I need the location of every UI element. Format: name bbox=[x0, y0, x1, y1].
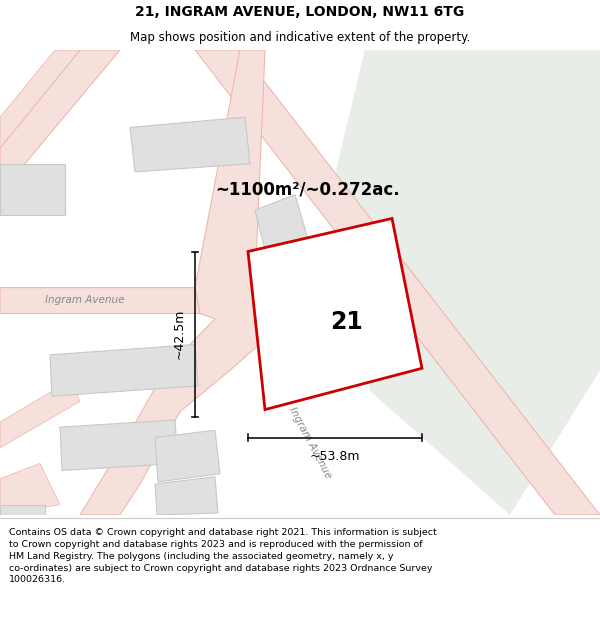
Polygon shape bbox=[130, 117, 250, 172]
Text: Contains OS data © Crown copyright and database right 2021. This information is : Contains OS data © Crown copyright and d… bbox=[9, 528, 437, 584]
Polygon shape bbox=[330, 50, 600, 515]
Polygon shape bbox=[0, 50, 120, 184]
Text: ~1100m²/~0.272ac.: ~1100m²/~0.272ac. bbox=[215, 181, 400, 199]
Text: 21: 21 bbox=[331, 310, 363, 334]
Text: 21, INGRAM AVENUE, LONDON, NW11 6TG: 21, INGRAM AVENUE, LONDON, NW11 6TG bbox=[136, 6, 464, 19]
Text: Ingram Avenue: Ingram Avenue bbox=[287, 405, 333, 480]
Polygon shape bbox=[155, 477, 218, 515]
Text: ~42.5m: ~42.5m bbox=[173, 309, 185, 359]
Polygon shape bbox=[50, 344, 198, 396]
Polygon shape bbox=[0, 50, 80, 148]
Text: Ingram Avenue: Ingram Avenue bbox=[45, 295, 125, 305]
Polygon shape bbox=[60, 420, 178, 471]
Polygon shape bbox=[155, 430, 220, 482]
Polygon shape bbox=[195, 50, 600, 515]
Polygon shape bbox=[0, 504, 45, 515]
Polygon shape bbox=[248, 218, 422, 409]
Polygon shape bbox=[0, 463, 60, 515]
Polygon shape bbox=[80, 50, 265, 515]
Polygon shape bbox=[0, 288, 200, 314]
Text: Map shows position and indicative extent of the property.: Map shows position and indicative extent… bbox=[130, 31, 470, 44]
Polygon shape bbox=[255, 194, 310, 262]
Polygon shape bbox=[0, 164, 65, 216]
Text: ~53.8m: ~53.8m bbox=[310, 449, 360, 462]
Polygon shape bbox=[0, 381, 80, 448]
